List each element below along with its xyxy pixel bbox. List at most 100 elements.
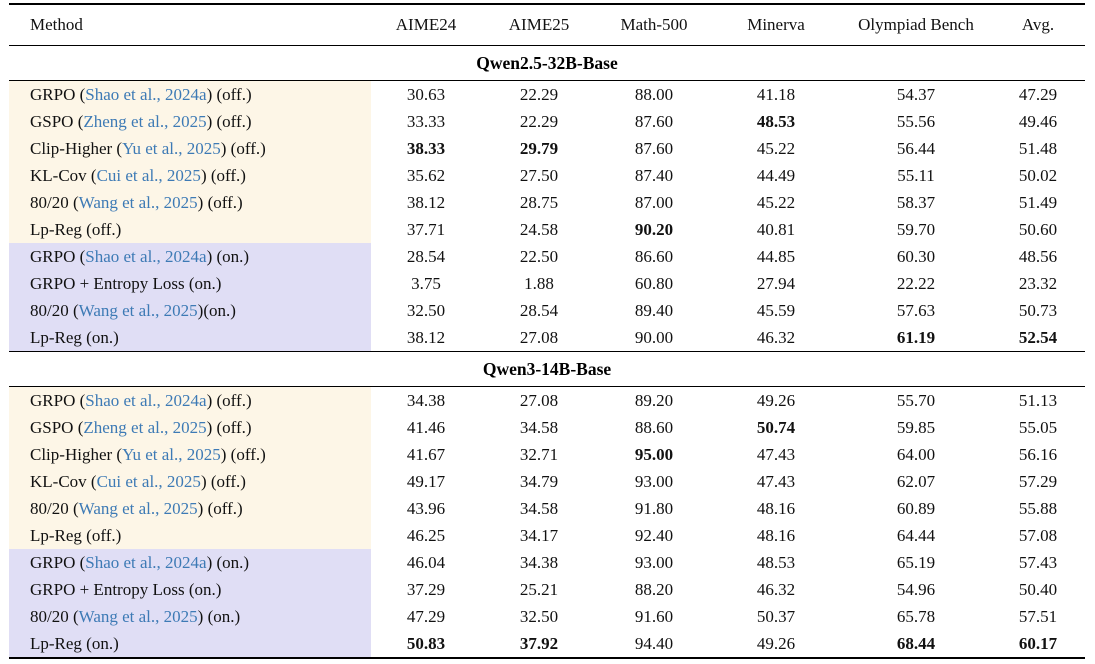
method-text: ) (off.): [197, 498, 243, 518]
citation-link[interactable]: Zheng et al., 2025: [83, 417, 207, 437]
method-text: GRPO (: [30, 84, 86, 104]
citation-link[interactable]: Cui et al., 2025: [96, 471, 201, 491]
value-cell: 50.83: [371, 630, 481, 659]
citation-link[interactable]: Yu et al., 2025: [122, 138, 221, 158]
table-row: 80/20 (Wang et al., 2025) (on.) 47.29 32.5…: [9, 603, 1085, 630]
value-cell: 30.63: [406, 84, 446, 104]
value-cell: 88.20: [634, 579, 674, 599]
value-cell: 28.75: [519, 192, 559, 212]
value-cell: 47.29: [406, 606, 446, 626]
table-row: Lp-Reg (off.) 37.71 24.58 90.20 40.81 59.70 50…: [9, 216, 1085, 243]
value-cell: 27.08: [481, 324, 597, 352]
table-row: GRPO (Shao et al., 2024a) (on.) 46.04 34.3…: [9, 549, 1085, 576]
value-cell: 33.33: [406, 111, 446, 131]
method-cell: Lp-Reg (off.): [9, 216, 371, 243]
value-cell: 3.75: [411, 273, 441, 293]
method-text: ) (off.): [206, 417, 252, 437]
value-cell: 68.44: [841, 630, 991, 659]
column-header-avg: Avg.: [991, 4, 1085, 46]
value-cell: 88.00: [634, 84, 674, 104]
citation-link[interactable]: Cui et al., 2025: [96, 165, 201, 185]
value-cell: 41.46: [406, 417, 446, 437]
method-cell: Clip-Higher (Yu et al., 2025) (off.): [9, 441, 371, 468]
value-cell: 91.60: [634, 606, 674, 626]
value-cell: 32.50: [519, 606, 559, 626]
value-cell: 34.17: [519, 525, 559, 545]
results-table: Method AIME24 AIME25 Math-500 Minerva Olympia…: [9, 3, 1085, 659]
value-cell: 51.13: [1018, 390, 1058, 410]
citation-link[interactable]: Wang et al., 2025: [78, 606, 198, 626]
value-cell: 57.63: [896, 300, 936, 320]
value-cell: 29.79: [519, 138, 559, 158]
method-cell: GRPO (Shao et al., 2024a) (on.): [9, 243, 371, 270]
value-cell: 46.04: [406, 552, 446, 572]
value-cell: 46.25: [406, 525, 446, 545]
table-row: GSPO (Zheng et al., 2025) (off.) 33.33 22.…: [9, 108, 1085, 135]
value-cell: 34.58: [519, 498, 559, 518]
citation-link[interactable]: Wang et al., 2025: [78, 300, 198, 320]
citation-link[interactable]: Wang et al., 2025: [78, 498, 198, 518]
value-cell: 23.32: [1018, 273, 1058, 293]
citation-link[interactable]: Yu et al., 2025: [122, 444, 221, 464]
value-cell: 40.81: [756, 219, 796, 239]
method-text: Clip-Higher (: [30, 444, 123, 464]
value-cell: 50.74: [756, 417, 796, 437]
value-cell: 48.53: [756, 552, 796, 572]
table-row: Clip-Higher (Yu et al., 2025) (off.) 38.3…: [9, 135, 1085, 162]
value-cell: 93.00: [634, 552, 674, 572]
method-text: )(on.): [197, 300, 236, 320]
method-cell: Lp-Reg (on.): [9, 630, 371, 659]
value-cell: 32.50: [406, 300, 446, 320]
value-cell: 64.00: [896, 444, 936, 464]
value-cell: 49.46: [1018, 111, 1058, 131]
method-text: Clip-Higher (: [30, 138, 123, 158]
value-cell: 46.32: [756, 579, 796, 599]
value-cell: 27.50: [519, 165, 559, 185]
citation-link[interactable]: Shao et al., 2024a: [85, 552, 207, 572]
value-cell: 51.49: [1018, 192, 1058, 212]
column-header-olympiad-bench: Olympiad Bench: [841, 4, 991, 46]
value-cell: 50.02: [1018, 165, 1058, 185]
value-cell: 87.60: [634, 138, 674, 158]
citation-link[interactable]: Zheng et al., 2025: [83, 111, 207, 131]
value-cell: 1.88: [524, 273, 554, 293]
value-cell: 22.29: [519, 84, 559, 104]
column-header-method: Method: [9, 4, 371, 46]
paper-results-table-container: Method AIME24 AIME25 Math-500 Minerva Olympia…: [9, 3, 1085, 659]
value-cell: 38.12: [406, 192, 446, 212]
method-text: ) (on.): [197, 606, 241, 626]
method-cell: GRPO (Shao et al., 2024a) (off.): [9, 80, 371, 108]
method-cell: GSPO (Zheng et al., 2025) (off.): [9, 108, 371, 135]
table-row: GRPO + Entropy Loss (on.) 3.75 1.88 60.80 27…: [9, 270, 1085, 297]
value-cell: 93.00: [634, 471, 674, 491]
method-text: Lp-Reg (off.): [30, 219, 122, 239]
method-cell: 80/20 (Wang et al., 2025) (off.): [9, 495, 371, 522]
method-cell: Lp-Reg (on.): [9, 324, 371, 352]
value-cell: 28.54: [406, 246, 446, 266]
column-header-aime24: AIME24: [371, 4, 481, 46]
value-cell: 89.40: [634, 300, 674, 320]
value-cell: 24.58: [519, 219, 559, 239]
method-text: Lp-Reg (on.): [30, 633, 119, 653]
value-cell: 90.20: [634, 219, 674, 239]
value-cell: 87.00: [634, 192, 674, 212]
citation-link[interactable]: Wang et al., 2025: [78, 192, 198, 212]
value-cell: 34.79: [519, 471, 559, 491]
value-cell: 54.96: [896, 579, 936, 599]
method-text: GRPO + Entropy Loss (on.): [30, 579, 222, 599]
citation-link[interactable]: Shao et al., 2024a: [85, 390, 207, 410]
value-cell: 55.88: [1018, 498, 1058, 518]
value-cell: 55.56: [896, 111, 936, 131]
value-cell: 38.12: [371, 324, 481, 352]
method-text: ) (off.): [206, 390, 252, 410]
method-text: 80/20 (: [30, 192, 79, 212]
value-cell: 49.26: [756, 390, 796, 410]
value-cell: 32.71: [519, 444, 559, 464]
table-row: Lp-Reg (on.) 38.12 27.08 90.00 46.32 61.19 52.…: [9, 324, 1085, 352]
value-cell: 87.60: [634, 111, 674, 131]
citation-link[interactable]: Shao et al., 2024a: [85, 84, 207, 104]
value-cell: 45.59: [756, 300, 796, 320]
citation-link[interactable]: Shao et al., 2024a: [85, 246, 207, 266]
value-cell: 55.11: [897, 165, 935, 185]
method-cell: GRPO + Entropy Loss (on.): [9, 270, 371, 297]
